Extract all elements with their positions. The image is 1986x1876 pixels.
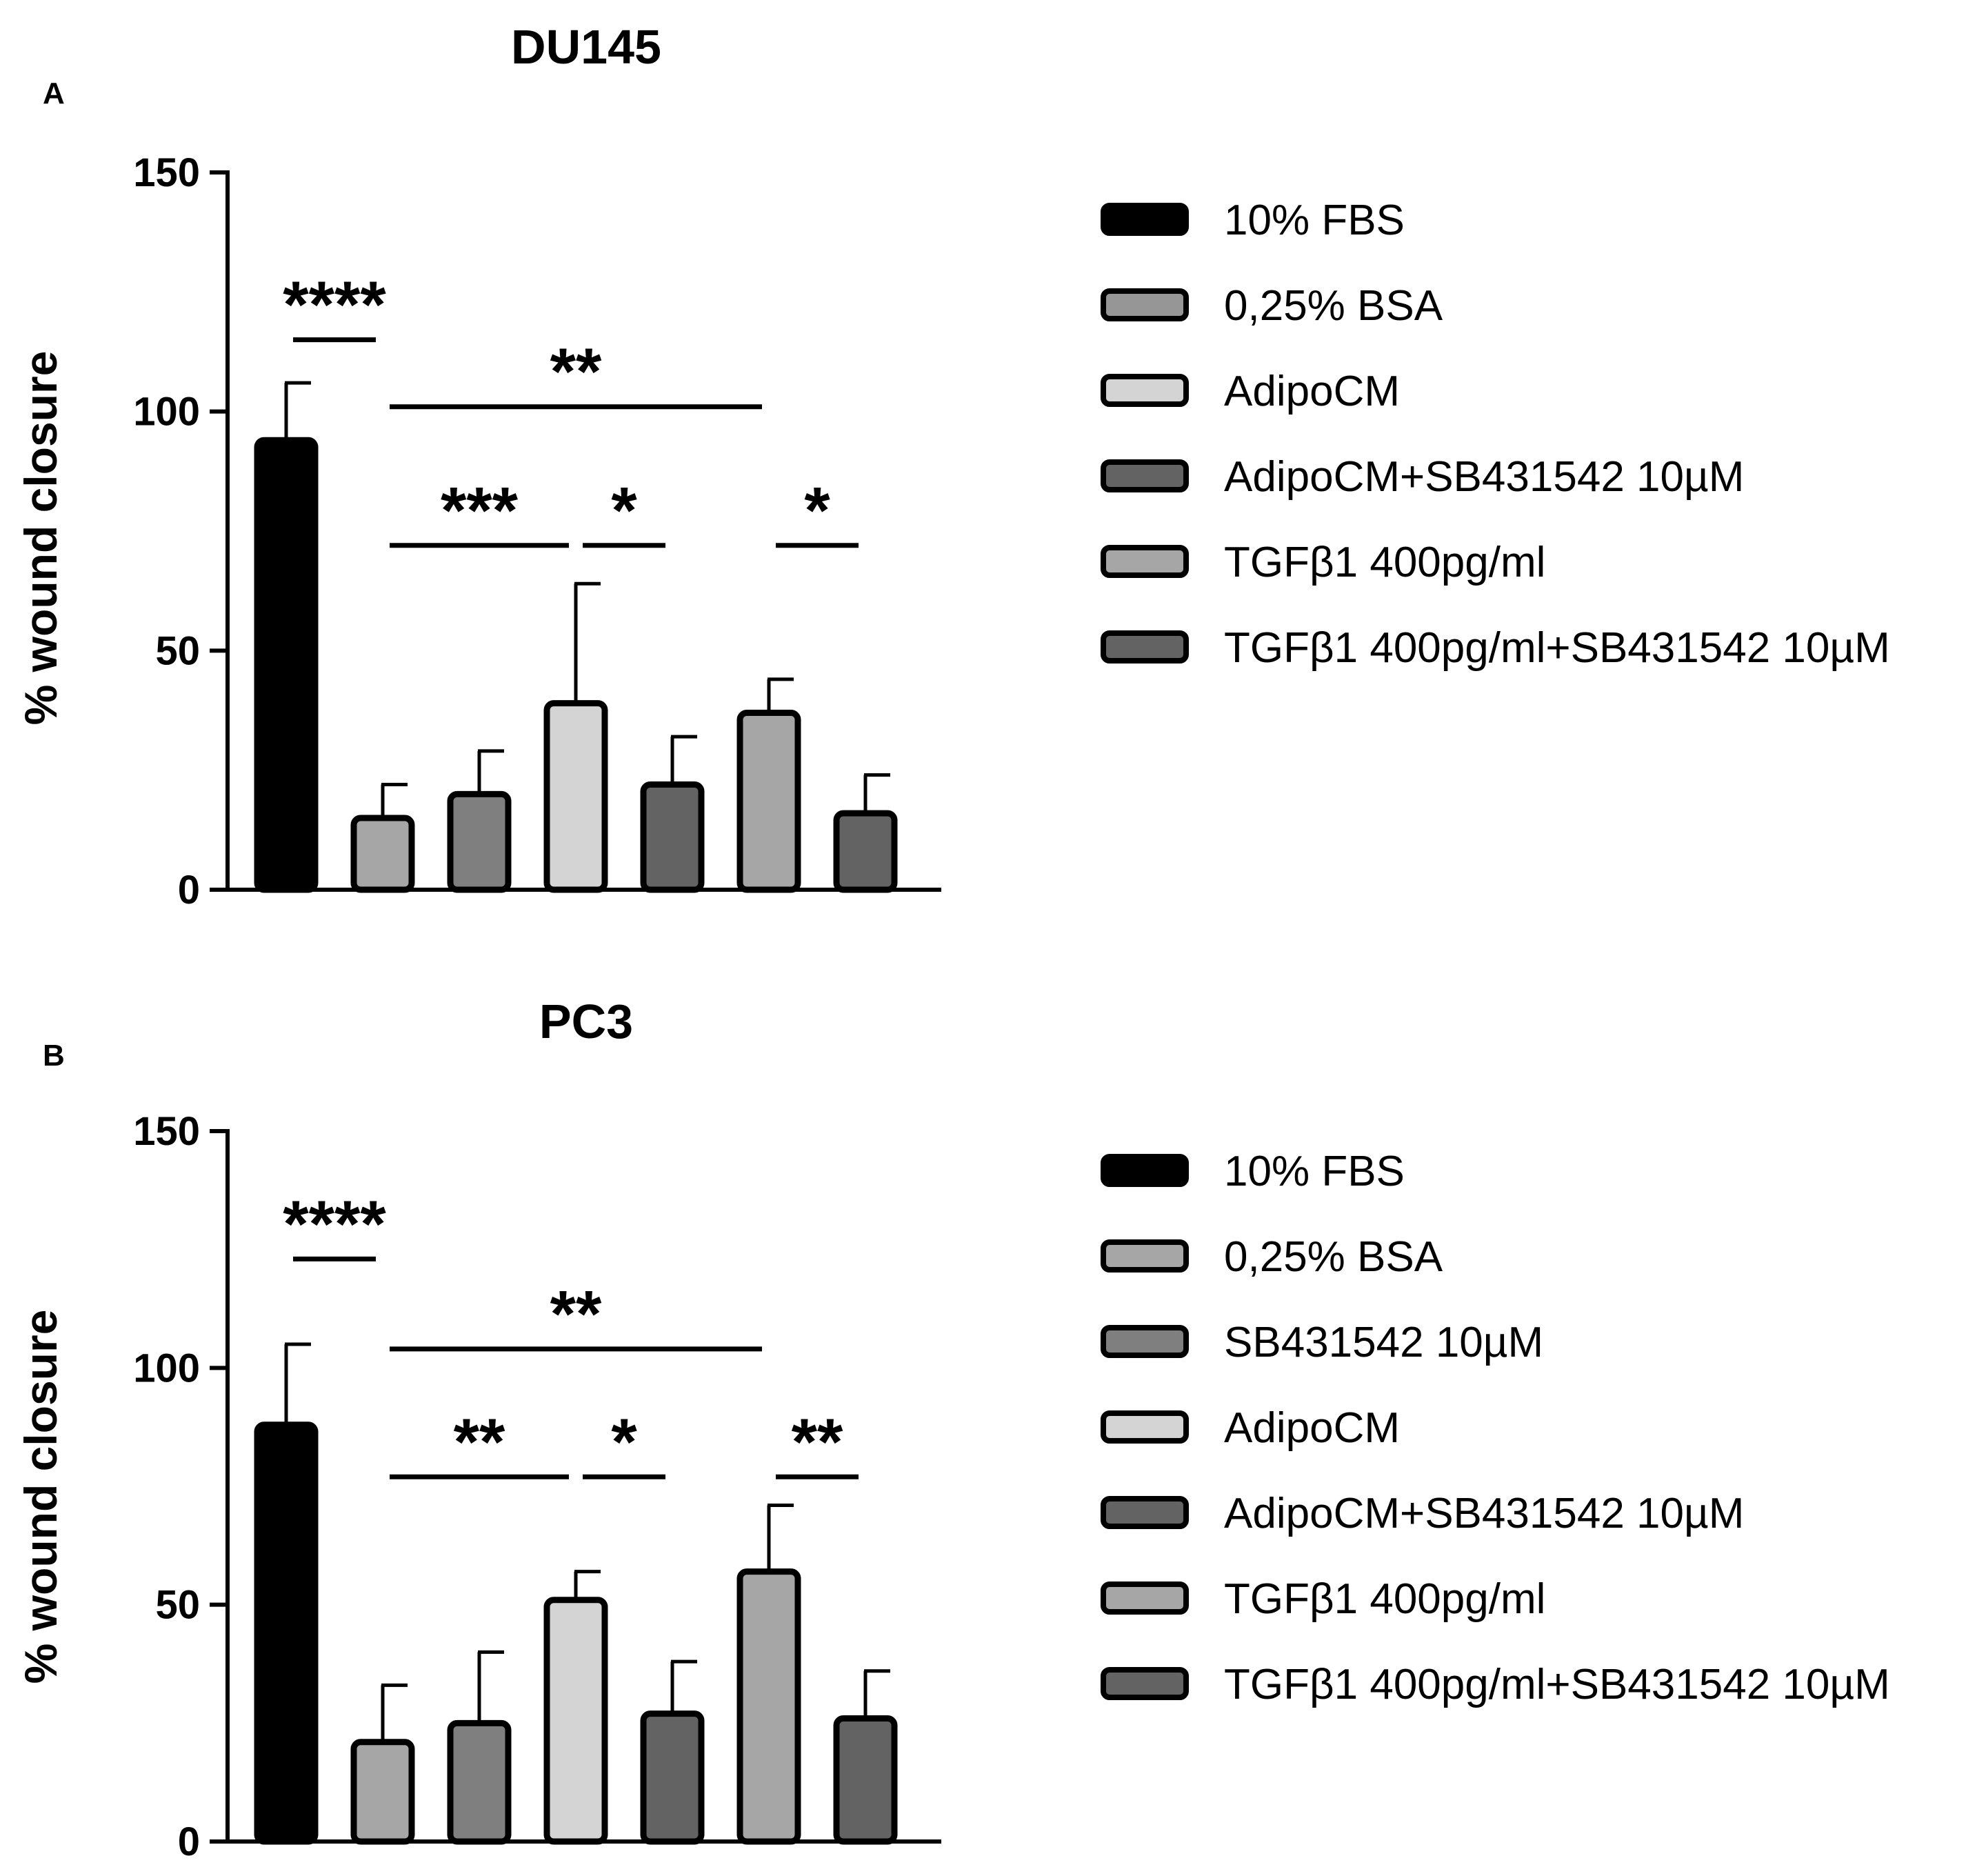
bar <box>736 709 801 893</box>
bar <box>833 1715 898 1845</box>
legend-label: AdipoCM <box>1224 1404 1400 1452</box>
legend-swatch <box>1101 1325 1189 1358</box>
y-tick-label: 0 <box>178 868 200 912</box>
y-tick-label: 100 <box>133 390 200 435</box>
legend-label: TGFβ1 400pg/ml+SB431542 10µM <box>1224 624 1890 672</box>
legend-swatch <box>1101 203 1189 236</box>
y-axis-label: % wound closure <box>15 351 66 726</box>
significance-annotations: *********** <box>283 1187 859 1479</box>
panel-letter: B <box>43 1039 65 1072</box>
y-tick-label: 50 <box>155 628 200 673</box>
bars <box>254 1342 898 1845</box>
legend-label: TGFβ1 400pg/ml+SB431542 10µM <box>1224 1661 1890 1708</box>
legend-swatch <box>1101 459 1189 492</box>
y-tick-label: 150 <box>133 150 200 195</box>
legend-swatch <box>1101 1239 1189 1273</box>
legend-label: 10% FBS <box>1224 1148 1405 1195</box>
legend-label: TGFβ1 400pg/ml <box>1224 539 1545 586</box>
chart-title: PC3 <box>539 995 633 1048</box>
legend-label: 10% FBS <box>1224 197 1405 244</box>
significance-label: * <box>611 474 637 548</box>
legend-label: 0,25% BSA <box>1224 1233 1443 1281</box>
axes: 0 50 100 150 <box>133 150 941 912</box>
bar <box>350 1739 415 1845</box>
legend-swatch <box>1101 288 1189 321</box>
legend-swatch <box>1101 1496 1189 1529</box>
legend-swatch <box>1101 1581 1189 1615</box>
significance-label: *** <box>441 474 519 548</box>
legend-label: 0,25% BSA <box>1224 282 1443 330</box>
legend-swatch <box>1101 1410 1189 1444</box>
significance-label: * <box>804 474 830 548</box>
bar <box>447 1719 512 1845</box>
axes: 0 50 100 150 <box>133 1109 941 1864</box>
significance-label: **** <box>283 1187 386 1261</box>
y-tick-label: 150 <box>133 1109 200 1154</box>
bars <box>254 381 898 893</box>
legend-label: TGFβ1 400pg/ml <box>1224 1575 1545 1623</box>
y-tick-label: 50 <box>155 1583 200 1628</box>
significance-label: ** <box>454 1405 505 1479</box>
legend-label: SB431542 10µM <box>1224 1319 1543 1366</box>
y-axis-label: % wound closure <box>15 1310 66 1684</box>
legend-label: AdipoCM <box>1224 368 1400 415</box>
legend: 10% FBS 0,25% BSA AdipoCM AdipoCM+SB431542 … <box>1101 197 1890 672</box>
legend-swatch <box>1101 1667 1189 1700</box>
bar <box>254 437 319 893</box>
bar <box>640 781 705 893</box>
significance-label: * <box>611 1405 637 1479</box>
bar <box>447 790 512 893</box>
legend-label: AdipoCM+SB431542 10µM <box>1224 453 1744 501</box>
significance-label: **** <box>283 268 386 342</box>
bar <box>350 815 415 893</box>
significance-label: ** <box>792 1405 843 1479</box>
legend-swatch <box>1101 630 1189 663</box>
y-tick-label: 100 <box>133 1346 200 1390</box>
legend-swatch <box>1101 1154 1189 1187</box>
bar <box>833 810 898 893</box>
legend: 10% FBS 0,25% BSA SB431542 10µM AdipoCM Adip… <box>1101 1148 1890 1708</box>
legend-label: AdipoCM+SB431542 10µM <box>1224 1490 1744 1537</box>
significance-label: ** <box>550 335 602 409</box>
bar <box>736 1568 801 1845</box>
significance-label: ** <box>550 1277 602 1351</box>
y-tick-label: 0 <box>178 1819 200 1864</box>
bar <box>543 1597 608 1845</box>
legend-swatch <box>1101 374 1189 407</box>
bar <box>543 700 608 893</box>
chart-title: DU145 <box>511 20 661 74</box>
legend-swatch <box>1101 545 1189 578</box>
panel-letter: A <box>43 77 65 110</box>
bar <box>254 1421 319 1845</box>
significance-annotations: *********** <box>283 268 859 548</box>
bar <box>640 1710 705 1845</box>
